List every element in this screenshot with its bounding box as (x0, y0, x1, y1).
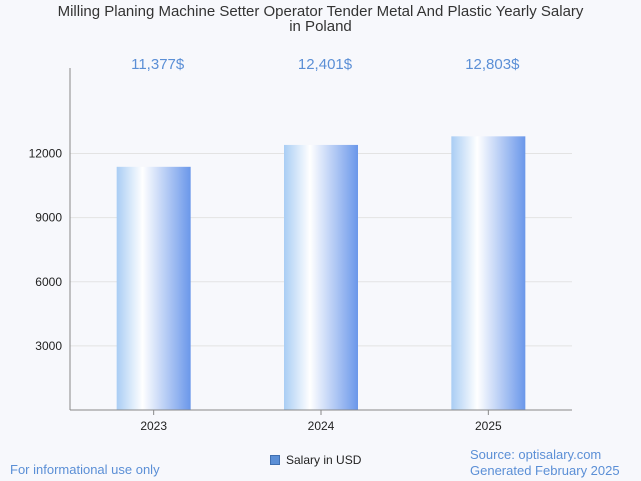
axes (69, 68, 572, 415)
bar (116, 166, 191, 410)
x-tick-label: 2025 (475, 419, 502, 433)
source-text: Source: optisalary.com (470, 447, 602, 462)
y-tick-label: 9000 (35, 211, 62, 225)
legend: Salary in USD (270, 453, 361, 467)
labels: 3000 6000 9000 12000 11,377$ 2023 12,401$ 2024 1… (29, 56, 520, 433)
chart-title-line-2: in Poland (289, 18, 352, 35)
bars (116, 136, 526, 410)
y-tick-label: 3000 (35, 339, 62, 353)
source-info: Source: optisalary.com Generated Februar… (470, 447, 620, 479)
bar-value-label: 12,401$ (298, 56, 353, 73)
bar (451, 136, 526, 410)
generated-date: Generated February 2025 (470, 463, 620, 478)
y-tick-label: 6000 (35, 275, 62, 289)
x-tick-label: 2024 (308, 419, 335, 433)
bar-value-label: 11,377$ (131, 56, 185, 73)
x-tick-label: 2023 (140, 419, 167, 433)
bar-value-label: 12,803$ (465, 56, 520, 73)
legend-label: Salary in USD (286, 453, 362, 467)
bar (284, 144, 358, 410)
chart-title-line-1: Milling Planing Machine Setter Operator … (57, 3, 584, 20)
disclaimer-text: For informational use only (10, 462, 160, 477)
legend-swatch (270, 455, 280, 465)
y-tick-label: 12000 (29, 147, 63, 161)
